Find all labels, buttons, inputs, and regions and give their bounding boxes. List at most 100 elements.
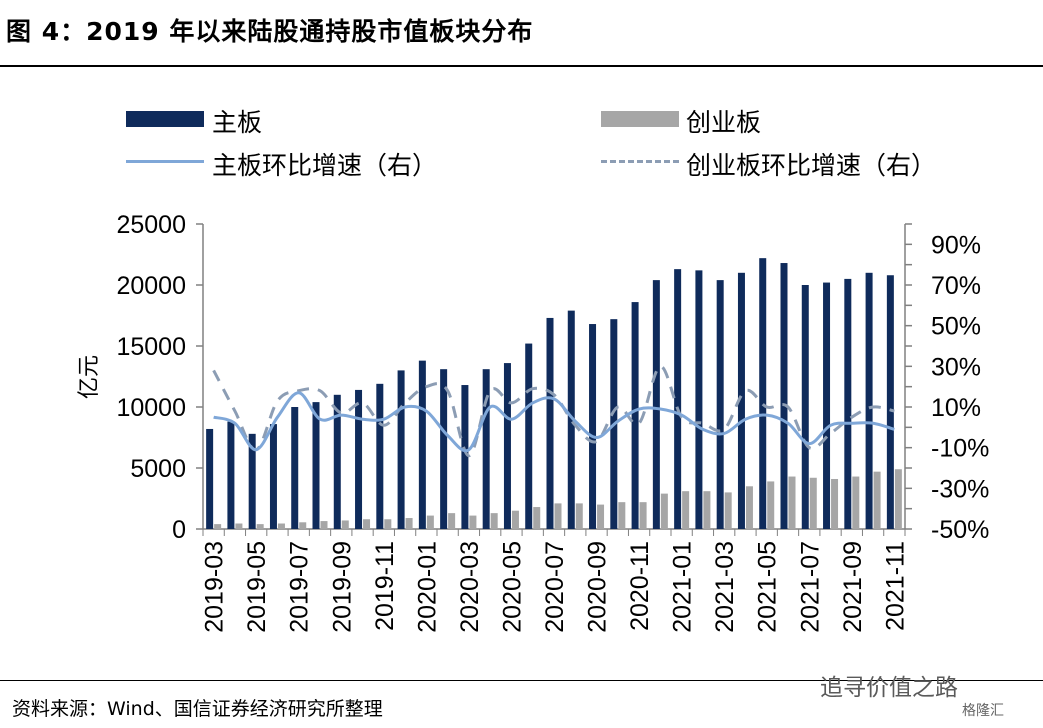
bar-gem [533,507,541,529]
legend-swatch-main [126,111,204,127]
x-tick-label: 2021-09 [839,541,867,633]
bar-main [865,272,873,529]
bar-gem [363,519,371,529]
y-tick-label-right: 10% [931,394,981,422]
bar-main [716,280,724,529]
legend-swatch-gem-line [601,160,679,163]
bar-gem [703,491,711,529]
bar-main [355,389,363,529]
bar-main [503,363,511,529]
x-tick-label: 2020-01 [413,541,441,633]
bar-main [291,407,299,529]
x-tick-label: 2020-03 [456,541,484,633]
watermark-text: 追寻价值之路 [820,675,958,701]
y-tick-label-left: 10000 [116,394,186,422]
bar-gem [256,524,264,529]
y-tick-label-left: 0 [172,516,186,544]
bar-main [801,285,809,529]
watermark-logo-text: 格隆汇 [962,703,1004,719]
bar-gem [426,515,434,529]
y-tick-label-left: 20000 [116,272,186,300]
x-tick-label: 2019-11 [371,541,399,631]
y-tick-label-right: -10% [931,435,989,463]
bar-main [652,280,660,529]
bar-main [227,421,235,529]
bar-gem [809,477,817,529]
y-tick-label-left: 25000 [116,211,186,239]
title-rule [0,65,1043,67]
bar-gem [575,503,583,529]
bar-gem [660,493,668,529]
bar-main [482,369,490,529]
bar-main [674,269,682,529]
bar-main [525,343,533,529]
bar-main [589,324,597,529]
bar-main [695,270,703,529]
bar-main [440,369,448,529]
y-tick-label-right: -50% [931,516,989,544]
x-tick-label: 2019-07 [286,541,314,633]
x-tick-label: 2020-07 [541,541,569,633]
y-tick-label-left: 15000 [116,333,186,361]
bar-main [418,360,426,529]
x-tick-label: 2019-09 [328,541,356,633]
bar-main [759,258,767,529]
y-tick-label-right: 50% [931,313,981,341]
bar-main [546,317,554,529]
bar-main [312,402,320,529]
bar-main [886,275,894,529]
bar-main [780,263,788,529]
bar-gem [448,513,456,529]
bar-gem [490,513,498,529]
x-tick-label: 2020-09 [584,541,612,633]
bar-gem [894,469,902,529]
bar-main [461,385,469,529]
x-tick-label: 2021-03 [711,541,739,633]
chart-title: 图 4：2019 年以来陆股通持股市值板块分布 [6,17,534,46]
bar-gem [767,481,775,529]
legend-label-main: 主板 [212,108,263,137]
bar-gem [341,520,349,529]
chart-area: 0 5000 10000 15000 20000 25000 -50% -30% -10% 10%… [76,211,989,633]
bar-gem [831,478,839,529]
x-tick-label: 2019-03 [201,541,229,633]
x-tick-label: 2021-11 [881,541,909,631]
line-gem-growth [212,364,895,458]
bar-gem [320,521,328,529]
bar-gem [511,510,519,529]
bar-gem [405,518,413,529]
source-note: 资料来源：Wind、国信证券经济研究所整理 [12,698,383,720]
x-tick-label: 2020-11 [626,541,654,631]
bar-gem [554,503,562,529]
bar-main [376,383,384,529]
bar-main [333,394,341,529]
bar-gem [682,491,690,529]
bar-main [269,424,277,529]
bar-gem [852,476,860,529]
x-tick-label: 2021-07 [796,541,824,633]
bar-main [567,310,575,529]
legend-label-gem-line: 创业板环比增速（右） [686,151,937,180]
x-tick-label: 2019-05 [243,541,271,633]
legend-label-main-line: 主板环比增速（右） [212,151,438,180]
bar-main [397,370,405,529]
y-axis-label: 亿元 [76,355,101,399]
bar-main [844,278,852,529]
y-tick-label-right: 90% [931,231,981,259]
bar-gem [618,502,626,529]
bar-gem [724,492,732,529]
legend-label-gem: 创业板 [686,108,762,137]
bar-gem [299,522,307,529]
legend-swatch-gem [601,111,679,127]
bar-gem [639,502,647,529]
bar-main [206,428,214,529]
bar-gem [214,524,222,529]
bar-main [631,302,639,529]
x-tick-label: 2021-05 [754,541,782,633]
bar-gem [235,523,243,529]
bar-main [737,272,745,529]
line-main-growth [213,391,895,453]
bar-gem [469,515,477,529]
legend-swatch-main-line [126,160,204,163]
y-tick-label-right: 70% [931,272,981,300]
